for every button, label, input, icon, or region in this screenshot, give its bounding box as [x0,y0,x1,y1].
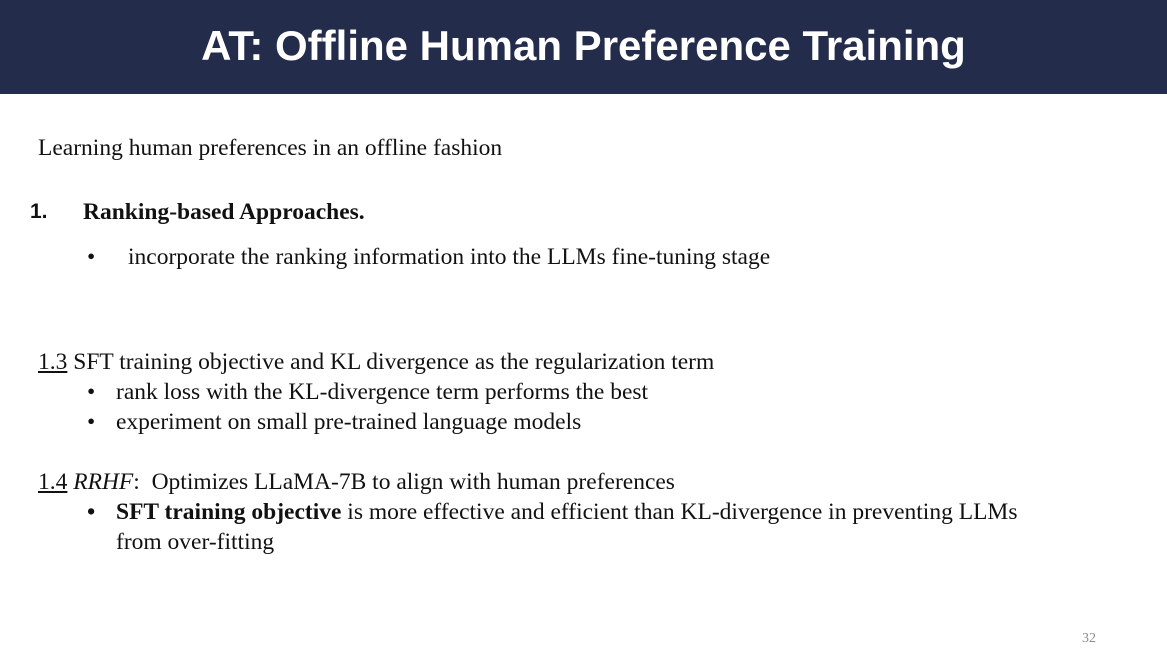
title-bar [0,0,1167,94]
section-1-4-heading: : Optimizes LLaMA-7B to align with human… [133,469,675,495]
bullet-marker: • [87,409,96,435]
section-1-4-bullet-1-line-1: SFT training objective is more effective… [116,497,1017,527]
section-1-4-line: 1.4 RRHF: Optimizes LLaMA-7B to align wi… [38,467,675,497]
section-1-3-bullet-1: rank loss with the KL-divergence term pe… [116,379,649,405]
section-1-3-heading: SFT training objective and KL divergence… [67,349,715,375]
section-1-3-bullet-2: experiment on small pre-trained language… [116,409,582,435]
bullet-marker: • [87,499,96,525]
bullet-marker: • [87,379,96,405]
section-1-number: 1. [30,200,48,223]
section-1-4-bullet-text: is more effective and efficient than KL-… [341,499,1018,525]
section-1-4-method-name: RRHF [73,469,134,495]
bullet-marker: • [87,244,96,270]
section-1-4-number: 1.4 [38,469,68,495]
intro-text: Learning human preferences in an offline… [38,135,503,161]
section-1-3-line: 1.3 SFT training objective and KL diverg… [38,347,714,377]
section-1-4-bullet-bold: SFT training objective [116,499,342,525]
section-1-bullet-1: incorporate the ranking information into… [128,244,771,270]
section-1-4-bullet-1-line-2: from over-fitting [116,529,275,555]
page-number: 32 [1082,631,1096,646]
slide-title: AT: Offline Human Preference Training [201,22,966,69]
section-1-3-number: 1.3 [38,349,68,375]
section-1-heading: Ranking-based Approaches. [83,199,365,225]
